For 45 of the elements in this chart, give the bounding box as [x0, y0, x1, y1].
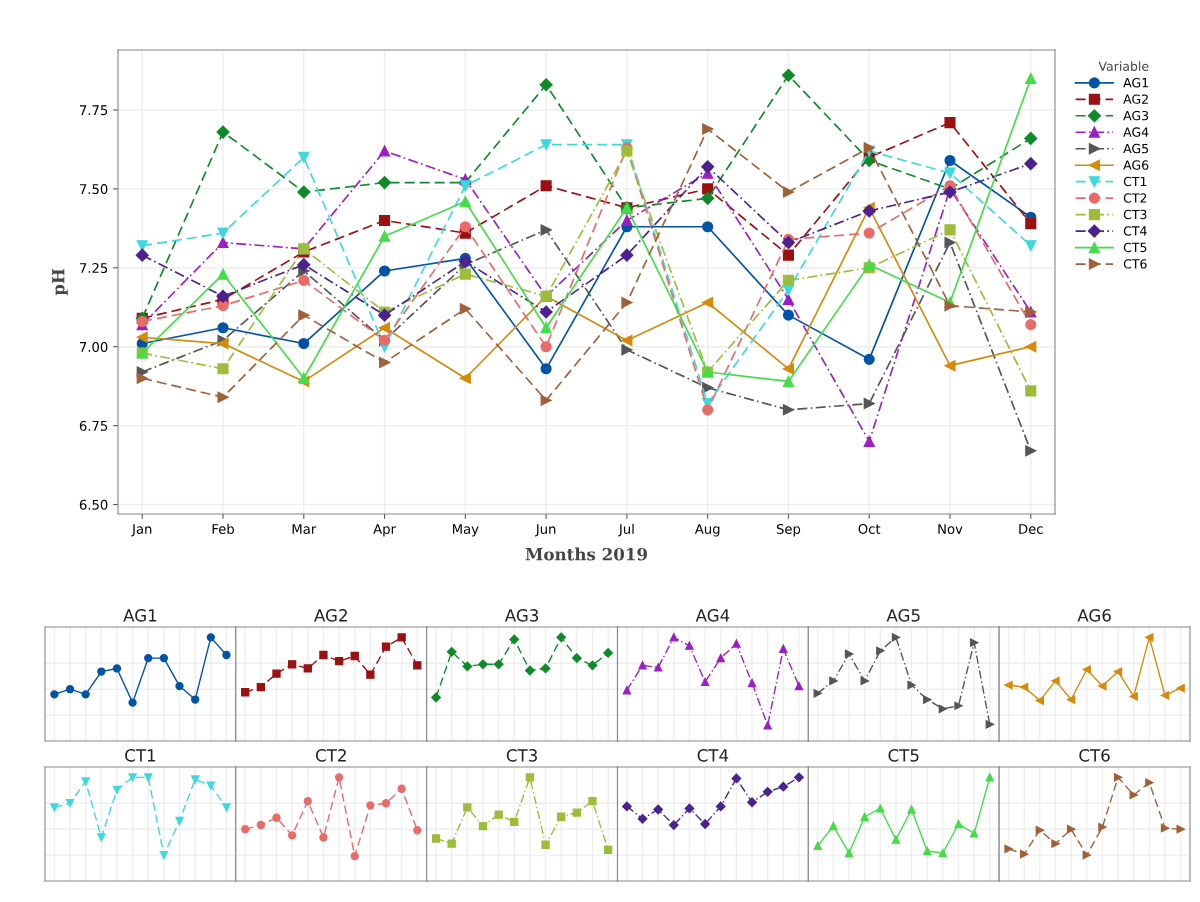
y-axis-title: pH — [52, 269, 68, 296]
x-tick-label: Jan — [131, 524, 152, 537]
y-tick-label: 7.25 — [79, 263, 108, 273]
chart-title: AG5 — [886, 609, 920, 622]
x-tick-label: Sep — [776, 523, 801, 537]
legend-label: CT2 — [1123, 193, 1147, 203]
y-tick-label: 7.50 — [79, 184, 108, 195]
legend-label: CT6 — [1123, 259, 1147, 269]
x-tick-label: Apr — [373, 524, 396, 537]
legend-label: AG1 — [1123, 77, 1148, 88]
chart-title: CT4 — [697, 749, 729, 762]
legend-label: CT4 — [1123, 226, 1147, 236]
legend-title: Variable — [1098, 61, 1149, 71]
x-tick-label: Aug — [694, 524, 720, 537]
x-axis-title: Months 2019 — [525, 547, 647, 561]
x-tick-label: Mar — [292, 524, 317, 534]
legend-label: AG6 — [1123, 160, 1149, 170]
x-tick-label: Dec — [1019, 524, 1043, 534]
legend-label: AG2 — [1123, 94, 1148, 104]
y-tick-label: 7.75 — [79, 105, 108, 116]
y-tick-label: 6.50 — [79, 499, 108, 510]
legend-label: CT5 — [1123, 242, 1147, 253]
x-tick-label: Nov — [938, 524, 963, 534]
chart-title: AG3 — [504, 609, 539, 622]
x-tick-label: May — [452, 524, 479, 537]
x-tick-label: Oct — [858, 523, 881, 534]
chart-title: CT3 — [506, 749, 537, 762]
legend-label: CT3 — [1123, 209, 1147, 220]
chart-title: CT1 — [125, 749, 156, 762]
chart-title: AG6 — [1077, 609, 1111, 622]
chart-title: CT2 — [315, 749, 346, 762]
chart-title: CT5 — [888, 749, 919, 762]
x-tick-label: Jul — [618, 523, 634, 537]
legend-label: AG3 — [1123, 110, 1149, 121]
chart-title: AG1 — [123, 609, 157, 622]
legend-label: AG5 — [1123, 143, 1148, 154]
legend-label: CT1 — [1123, 176, 1147, 187]
legend-label: AG4 — [1123, 127, 1149, 137]
y-tick-label: 7.00 — [79, 341, 108, 352]
chart-title: CT6 — [1079, 749, 1110, 762]
chart-title: AG2 — [314, 609, 347, 622]
y-tick-label: 6.75 — [79, 420, 108, 431]
x-tick-label: Jun — [535, 524, 556, 537]
x-tick-label: Feb — [212, 523, 234, 534]
chart-title: AG4 — [695, 609, 730, 622]
